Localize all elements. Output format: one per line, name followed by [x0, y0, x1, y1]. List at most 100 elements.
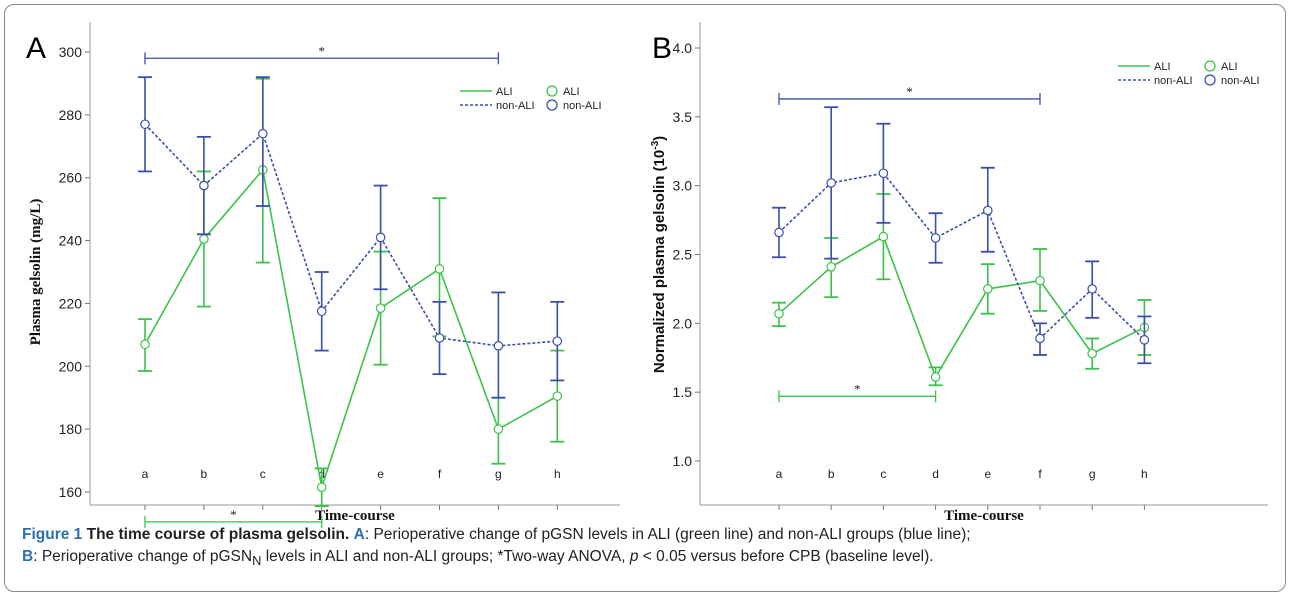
data-point-marker: [826, 262, 836, 272]
caption-p-italic: p: [629, 548, 639, 565]
data-point-marker: [434, 333, 445, 343]
data-point-marker: [1087, 348, 1097, 359]
caption-panel-a: A: [353, 526, 365, 543]
panel-letter: B: [652, 32, 672, 65]
significance-star: *: [230, 507, 237, 522]
caption-text-b2: levels in ALI and non-ALI groups; *Two-w…: [261, 548, 630, 565]
data-point-marker: [140, 119, 150, 130]
y-axis-label-superscript: -3: [650, 140, 661, 149]
data-point-marker: [1139, 335, 1150, 345]
x-tick-label: f: [438, 467, 442, 481]
x-tick-label: g: [1089, 467, 1096, 481]
y-tick-label: 300: [59, 44, 83, 60]
legend-marker-label: non-ALI: [1221, 75, 1260, 87]
data-point-marker: [1035, 275, 1045, 286]
legend-line-label: ALI: [496, 86, 513, 98]
caption-subscript-n: N: [252, 553, 262, 569]
x-tick-label: d: [932, 467, 939, 481]
data-point-marker: [878, 231, 889, 242]
data-point-marker: [878, 168, 889, 179]
x-tick-label: g: [495, 467, 502, 481]
caption-text-b1: : Perioperative change of pGSN: [33, 548, 253, 565]
y-tick-label: 3.5: [673, 109, 693, 125]
x-axis-label: Time-course: [944, 508, 1024, 524]
significance-star: *: [854, 381, 861, 396]
y-tick-label: 200: [59, 358, 83, 374]
panel-letter: A: [26, 32, 46, 65]
legend-line-label: ALI: [1154, 61, 1171, 73]
legend-marker-label: non-ALI: [563, 100, 602, 112]
data-point-marker: [199, 180, 209, 191]
data-point-marker: [1087, 284, 1097, 294]
y-axis-label: Normalized plasma gelsolin (10-3): [650, 136, 668, 373]
caption-panel-b: B: [22, 548, 34, 565]
data-point-marker: [316, 482, 327, 493]
figure-frame: [4, 4, 1286, 592]
series-line: [144, 123, 558, 347]
y-tick-label: 160: [59, 484, 83, 500]
data-point-marker: [493, 424, 504, 434]
x-tick-label: b: [201, 467, 208, 481]
x-tick-label: e: [984, 467, 991, 481]
y-tick-label: 280: [59, 107, 83, 123]
y-axis-label-main: Normalized plasma gelsolin (10: [651, 150, 668, 373]
caption-text-a: : Perioperative change of pGSN levels in…: [364, 526, 971, 543]
y-tick-label: 2.5: [673, 247, 693, 263]
y-tick-label: 3.0: [673, 178, 693, 194]
legend-marker-label: ALI: [1221, 61, 1238, 73]
x-axis-label: Time-course: [315, 508, 395, 524]
data-point-marker: [930, 372, 941, 382]
data-point-marker: [826, 178, 836, 188]
y-tick-label: 2.0: [673, 315, 693, 331]
data-point-marker: [982, 205, 993, 216]
legend-line-label: non-ALI: [496, 100, 535, 112]
significance-star: *: [318, 43, 325, 58]
caption-line-2: B: Perioperative change of pGSNN levels …: [22, 546, 1272, 572]
legend-marker-swatch: [1204, 74, 1216, 86]
legend-marker-swatch: [1204, 60, 1216, 72]
significance-star: *: [906, 84, 913, 99]
y-axis-label-end: ): [651, 136, 668, 141]
x-tick-label: h: [554, 467, 561, 481]
data-point-marker: [199, 234, 209, 244]
data-point-marker: [375, 303, 386, 313]
data-point-marker: [257, 128, 268, 139]
x-tick-label: c: [260, 467, 266, 481]
legend-line-label: non-ALI: [1154, 75, 1193, 87]
caption-text-b3: < 0.05 versus before CPB (baseline level…: [638, 548, 934, 565]
y-tick-label: 4.0: [673, 40, 693, 56]
data-point-marker: [774, 227, 784, 238]
data-point-marker: [982, 284, 993, 294]
x-tick-label: h: [1141, 467, 1148, 481]
data-point-marker: [316, 306, 327, 317]
series-line: [778, 172, 1145, 341]
data-point-marker: [774, 308, 784, 319]
legend-marker-swatch: [546, 85, 558, 97]
y-tick-label: 260: [59, 170, 83, 186]
legend-marker-label: ALI: [563, 86, 580, 98]
data-point-marker: [140, 339, 150, 350]
x-tick-label: a: [776, 467, 783, 481]
y-axis-label: Plasma gelsolin (mg/L): [28, 199, 44, 346]
y-tick-label: 220: [59, 295, 83, 311]
data-point-marker: [552, 336, 563, 346]
caption-title: The time course of plasma gelsolin.: [86, 526, 350, 543]
x-tick-label: c: [880, 467, 886, 481]
series-line: [778, 235, 1145, 379]
y-tick-label: 1.5: [673, 384, 693, 400]
caption-figure-number: Figure 1: [22, 526, 83, 543]
y-tick-label: 180: [59, 421, 83, 437]
x-tick-label: e: [377, 467, 384, 481]
y-tick-label: 1.0: [673, 453, 693, 469]
data-point-marker: [552, 391, 563, 401]
series-line: [144, 168, 558, 488]
figure-caption: Figure 1 The time course of plasma gelso…: [22, 524, 1272, 572]
y-tick-label: 240: [59, 233, 83, 249]
x-tick-label: a: [142, 467, 149, 481]
data-point-marker: [434, 264, 445, 274]
x-tick-label: b: [828, 467, 835, 481]
data-point-marker: [493, 341, 504, 351]
legend-marker-swatch: [546, 99, 558, 111]
data-point-marker: [930, 233, 941, 243]
